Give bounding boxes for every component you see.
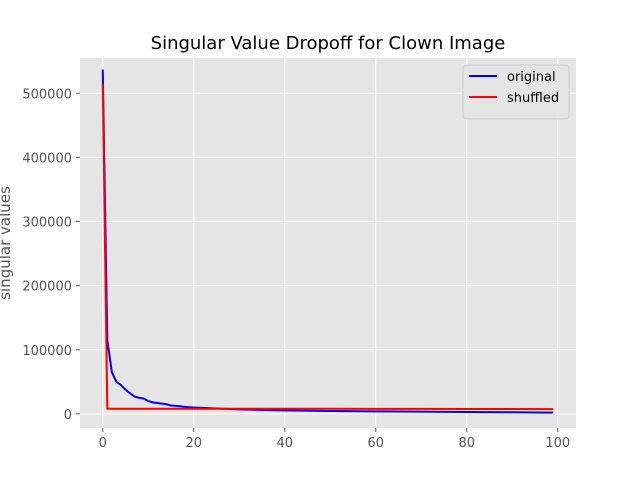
y-tick-label: 200000 (22, 280, 72, 295)
y-tick-label: 100000 (22, 344, 72, 359)
y-tick-label: 0 (64, 408, 72, 423)
legend-label-original: original (507, 70, 556, 85)
x-tick-label: 40 (276, 436, 293, 451)
x-tick-label: 80 (459, 436, 476, 451)
chart-title: Singular Value Dropoff for Clown Image (151, 33, 506, 54)
x-tick-label: 100 (545, 436, 570, 451)
series-lines (101, 69, 554, 414)
legend: original shuffled (462, 64, 570, 120)
legend-label-shuffled: shuffled (507, 91, 559, 106)
series-line-shuffled (101, 83, 554, 411)
plot-area (80, 58, 576, 428)
y-tick-label: 500000 (22, 87, 72, 102)
legend-box (462, 64, 570, 120)
series-line-original (101, 69, 554, 414)
x-tick-label: 20 (185, 436, 202, 451)
grid (80, 58, 576, 428)
x-axis: 0 20 40 60 80 100 (99, 428, 570, 451)
x-tick-label: 0 (99, 436, 107, 451)
x-tick-label: 60 (368, 436, 385, 451)
y-axis-label: singular values (0, 186, 14, 300)
y-axis: 0 100000 200000 300000 400000 500000 (22, 87, 80, 423)
y-tick-label: 400000 (22, 151, 72, 166)
y-tick-label: 300000 (22, 216, 72, 231)
